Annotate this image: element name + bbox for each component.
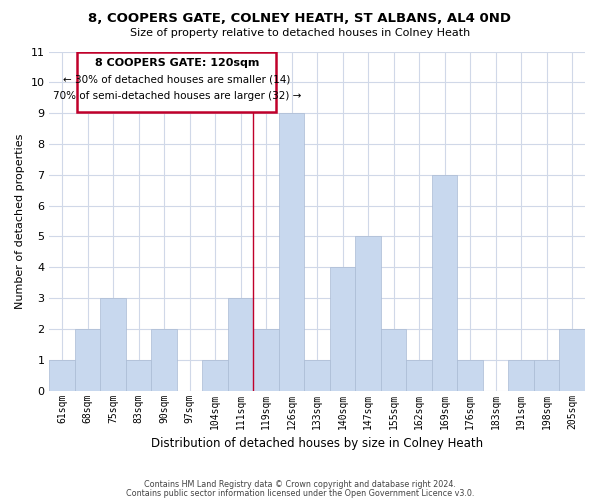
Bar xyxy=(49,360,75,390)
Bar xyxy=(228,298,253,390)
Bar xyxy=(279,113,304,390)
Text: ← 30% of detached houses are smaller (14): ← 30% of detached houses are smaller (14… xyxy=(63,74,290,85)
Bar xyxy=(75,329,100,390)
Bar xyxy=(381,329,406,390)
Y-axis label: Number of detached properties: Number of detached properties xyxy=(15,134,25,309)
FancyBboxPatch shape xyxy=(77,52,277,112)
Bar xyxy=(406,360,432,390)
Bar xyxy=(559,329,585,390)
Text: 70% of semi-detached houses are larger (32) →: 70% of semi-detached houses are larger (… xyxy=(53,91,301,101)
Text: 8, COOPERS GATE, COLNEY HEATH, ST ALBANS, AL4 0ND: 8, COOPERS GATE, COLNEY HEATH, ST ALBANS… xyxy=(89,12,511,26)
Text: 8 COOPERS GATE: 120sqm: 8 COOPERS GATE: 120sqm xyxy=(95,58,259,68)
Bar xyxy=(126,360,151,390)
Text: Contains HM Land Registry data © Crown copyright and database right 2024.: Contains HM Land Registry data © Crown c… xyxy=(144,480,456,489)
Text: Size of property relative to detached houses in Colney Heath: Size of property relative to detached ho… xyxy=(130,28,470,38)
X-axis label: Distribution of detached houses by size in Colney Heath: Distribution of detached houses by size … xyxy=(151,437,483,450)
Bar xyxy=(355,236,381,390)
Bar xyxy=(457,360,483,390)
Bar xyxy=(534,360,559,390)
Bar xyxy=(100,298,126,390)
Text: Contains public sector information licensed under the Open Government Licence v3: Contains public sector information licen… xyxy=(126,488,474,498)
Bar xyxy=(253,329,279,390)
Bar xyxy=(202,360,228,390)
Bar xyxy=(432,175,457,390)
Bar xyxy=(508,360,534,390)
Bar xyxy=(151,329,177,390)
Bar xyxy=(304,360,330,390)
Bar xyxy=(330,268,355,390)
